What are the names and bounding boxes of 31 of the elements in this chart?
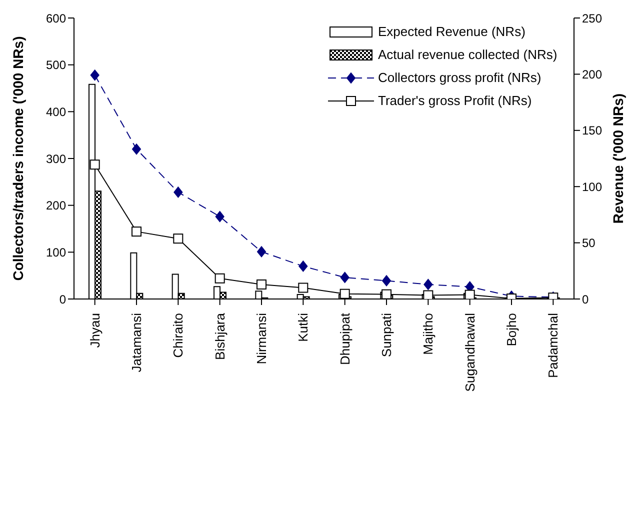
y-tick-label: 300 [46,152,66,166]
y2-tick-label: 150 [582,124,602,138]
y-tick-label: 400 [46,104,66,119]
x-tick-label: Kutki [296,312,311,342]
y2-tick-label: 200 [582,67,602,82]
x-tick-label: Padamchal [546,312,561,378]
y2-axis-title: Revenue ('000 NRs) [610,93,626,224]
x-tick-label: Jhyau [87,313,102,348]
x-tick-label: Chiraito [170,313,186,358]
x-tick-label: Jatamansi [129,312,144,372]
legend-label: Trader's gross Profit (NRs) [378,93,532,108]
y-tick-label: 500 [46,58,66,72]
y-tick-label: 600 [46,11,66,26]
legend-label: Collectors gross profit (NRs) [378,70,542,85]
x-tick-label: Nirmansi [254,312,269,364]
y-tick-label: 0 [59,292,66,306]
x-tick-label: Bishjara [212,312,228,360]
y-tick-label: 100 [46,245,66,260]
legend-label: Actual revenue collected (NRs) [378,47,558,62]
legend-label: Expected Revenue (NRs) [378,24,526,39]
y2-tick-label: 100 [582,180,602,194]
y-axis-title: Collectors/traders income ('000 NRs) [10,36,26,281]
x-tick-label: Dhupipat [337,312,352,366]
x-tick-label: Sugandhawal [462,312,478,392]
y2-tick-label: 250 [582,11,602,26]
x-tick-label: Bojho [504,313,519,346]
x-tick-label: Majitho [420,313,436,355]
y2-tick-label: 50 [582,236,596,250]
y-tick-label: 200 [46,198,66,213]
x-tick-label: Sunpati [379,312,394,358]
y2-tick-label: 0 [582,292,589,306]
